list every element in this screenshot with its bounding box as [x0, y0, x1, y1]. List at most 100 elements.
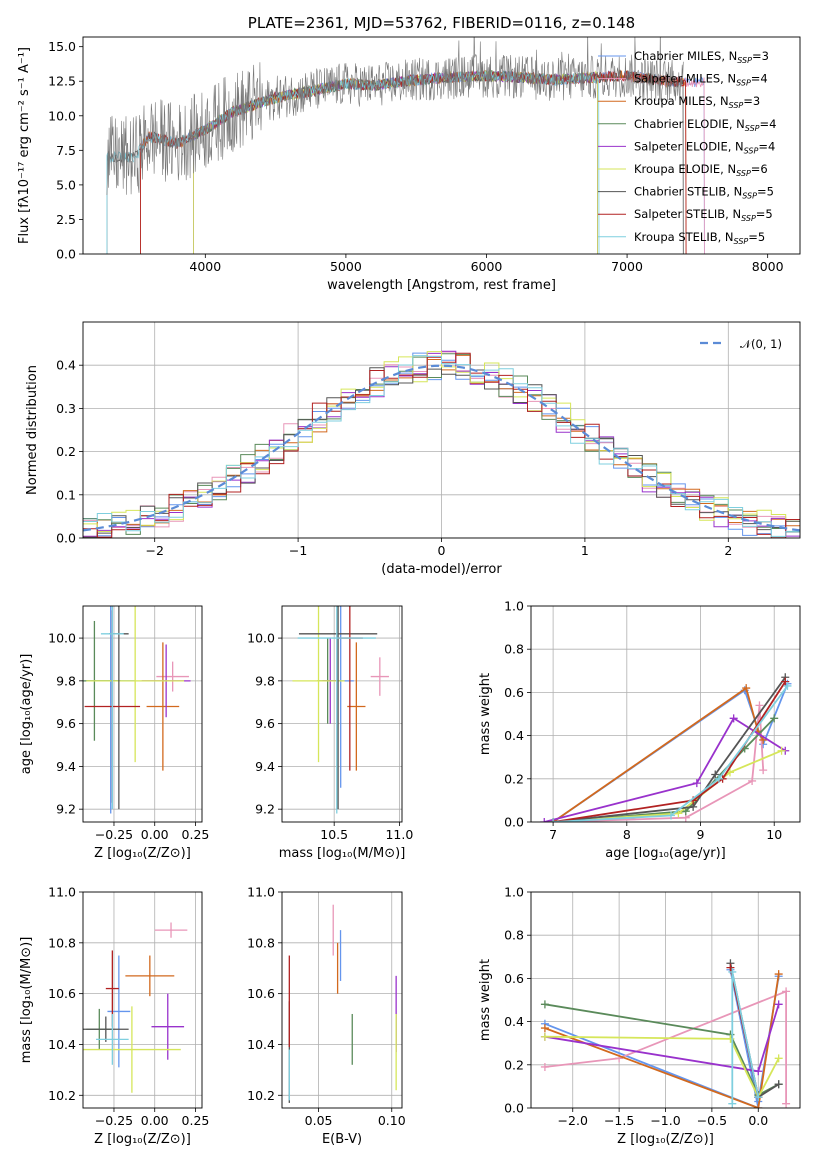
y-tick-label: 10.2 — [247, 1088, 275, 1103]
legend-entry-label: Kroupa STELIB, N — [634, 230, 734, 244]
weight-marker — [754, 1093, 763, 1102]
y-axis-label: age [log₁₀(age/yr)] — [19, 654, 34, 775]
weight-marker — [728, 967, 737, 976]
mass_vs_ebv-panel: 0.05 0.10 10.2 10.4 10.6 10.8 11.0 E(B-V) — [247, 885, 406, 1148]
model-spectrum-line — [193, 70, 598, 254]
weight-marker — [540, 1024, 549, 1033]
legend-entry-label: Kroupa MILES, N — [634, 94, 729, 108]
error-bar-point — [151, 993, 185, 1060]
y-tick-label: 1.0 — [504, 599, 524, 614]
x-tick-label: −0.5 — [697, 1113, 727, 1128]
x-tick-label: 10.5 — [320, 827, 348, 842]
legend-entry: Salpeter MILES, NSSP=4 — [634, 72, 768, 88]
y-tick-label: 11.0 — [247, 885, 275, 900]
y-tick-label: 0.4 — [56, 358, 76, 373]
weight-marker — [770, 714, 779, 723]
legend-entry-label: Chabrier STELIB, N — [634, 185, 742, 199]
x-tick-label: 7000 — [611, 259, 643, 274]
legend-entry-label: Chabrier ELODIE, N — [634, 117, 745, 131]
model-spectrum-line — [140, 70, 705, 254]
x-axis-label: E(B-V) — [322, 1132, 362, 1147]
weight-marker — [549, 818, 558, 822]
mass-weight-line — [544, 1003, 780, 1097]
weight-marker — [774, 970, 783, 979]
weight_vs_Z-plot-area — [531, 892, 800, 1108]
legend-entry: Chabrier ELODIE, NSSP=4 — [634, 117, 776, 133]
mass_vs_Z-plot-area — [83, 892, 202, 1108]
y-tick-label: 0.2 — [504, 771, 524, 786]
axes-frame — [82, 36, 801, 255]
mass-weight-line — [553, 717, 775, 822]
error-bar-point — [146, 642, 180, 771]
age_vs_mass-panel: 10.5 11.0 9.2 9.4 9.6 9.8 10.0 mass [log₁₀(M/M⊙… — [247, 605, 413, 861]
weight-marker — [777, 746, 786, 755]
y-tick-label: 10.6 — [48, 986, 76, 1001]
y-tick-label: 0.0 — [504, 815, 524, 830]
legend-entry-subscript: SSP — [729, 101, 744, 110]
observed-spectrum-line — [106, 37, 684, 196]
y-tick-label: 10.4 — [48, 1037, 76, 1052]
mass-weight-line — [544, 990, 787, 1104]
legend-entry-count: =3 — [743, 94, 760, 108]
x-axis-label: mass [log₁₀(M/M⊙)] — [279, 846, 406, 861]
x-tick-label: 2 — [724, 543, 732, 558]
weight-marker — [540, 1032, 549, 1041]
age_vs_Z-plot-area — [83, 606, 202, 822]
legend-entry-label: Salpeter ELODIE, N — [634, 139, 744, 153]
weight-marker — [540, 1062, 549, 1071]
y-tick-label: 10.4 — [247, 1037, 275, 1052]
axes-frame — [82, 605, 203, 823]
y-tick-label: 9.2 — [255, 802, 275, 817]
x-tick-label: 10 — [766, 827, 782, 842]
legend-entry-label: Chabrier MILES, N — [634, 49, 737, 63]
x-tick-label: −1.0 — [650, 1113, 680, 1128]
weight-marker — [782, 987, 791, 996]
y-axis-label: mass [log₁₀(M/M⊙)] — [19, 937, 34, 1064]
y-tick-label: 10.0 — [48, 108, 76, 123]
error-bar-point — [100, 606, 124, 810]
axes-frame — [530, 891, 801, 1109]
legend-entry-count: =3 — [752, 49, 769, 63]
x-tick-label: 4000 — [189, 259, 221, 274]
x-tick-label: 1 — [581, 543, 589, 558]
error-bar-point — [96, 1013, 129, 1065]
weight-marker — [742, 684, 751, 693]
axes-frame — [281, 605, 403, 823]
legend-entry-count: =6 — [751, 162, 768, 176]
y-axis-label: mass weight — [478, 959, 493, 1041]
axes-frame — [82, 321, 801, 539]
weight-marker — [726, 963, 735, 972]
legend-entry: Salpeter STELIB, NSSP=5 — [634, 207, 773, 223]
weight-marker — [754, 1067, 763, 1076]
x-tick-label: 0.0 — [748, 1113, 768, 1128]
error-bar-point — [83, 1016, 129, 1042]
weight-marker — [667, 811, 676, 820]
legend-entry-count: =5 — [756, 207, 773, 221]
legend-entry: Kroupa ELODIE, NSSP=6 — [634, 162, 768, 178]
y-tick-label: 9.8 — [255, 673, 275, 688]
x-tick-label: −2.0 — [558, 1113, 588, 1128]
residual-histogram — [83, 367, 800, 538]
error-bar-point — [86, 606, 185, 763]
y-tick-label: 10.8 — [48, 935, 76, 950]
y-tick-label: 10.2 — [48, 1088, 76, 1103]
residuals-panel: −2 −1 0 1 2 0.0 0.1 0.2 0.3 0.4 (data-model)/error… — [25, 321, 801, 577]
x-tick-label: 0 — [438, 543, 446, 558]
error-bar-point — [297, 606, 376, 814]
y-tick-label: 0.8 — [504, 928, 524, 943]
chart-title: PLATE=2361, MJD=53762, FIBERID=0116, z=0… — [248, 14, 635, 32]
y-tick-label: 9.6 — [56, 716, 76, 731]
y-tick-label: 9.8 — [56, 673, 76, 688]
mass-weight-line — [552, 683, 789, 822]
legend-entry-subscript: SSP — [737, 56, 752, 65]
residuals-plot-area — [83, 322, 800, 538]
x-axis-label: age [log₁₀(age/yr)] — [605, 846, 726, 861]
y-tick-label: 0.1 — [56, 487, 76, 502]
y-tick-label: 0.0 — [504, 1101, 524, 1116]
x-tick-label: −2 — [145, 543, 163, 558]
error-bar-point — [107, 955, 131, 1068]
weight-marker — [540, 818, 549, 822]
error-bar-point — [298, 606, 378, 810]
